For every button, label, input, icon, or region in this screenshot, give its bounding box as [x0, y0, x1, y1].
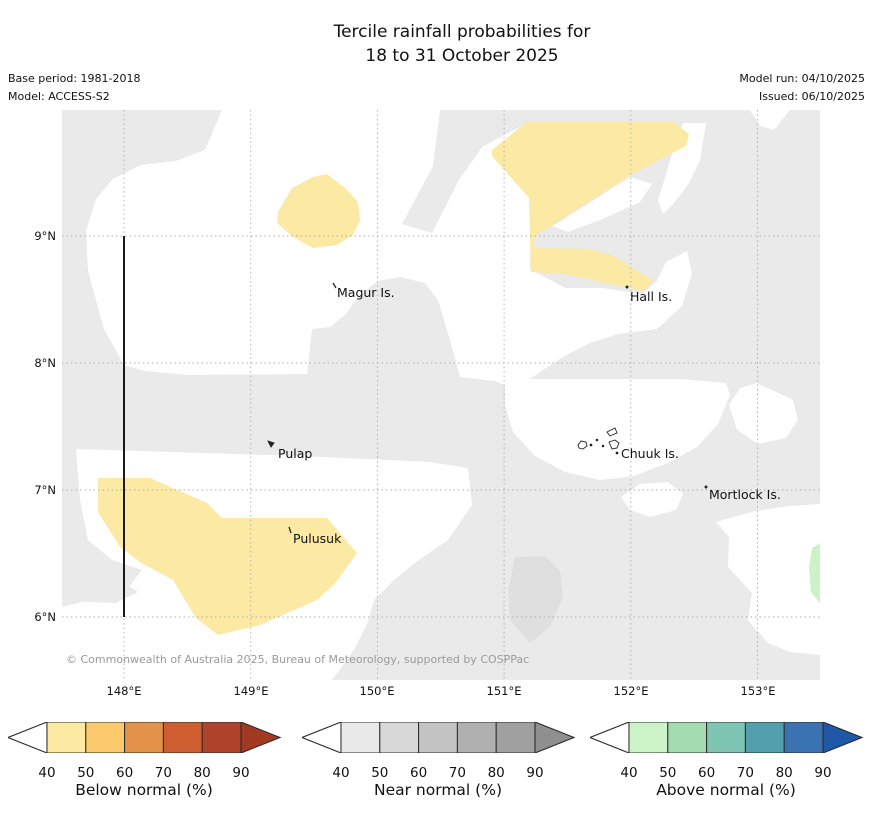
colorbar-segment	[706, 722, 746, 753]
legend-tick: 90	[526, 765, 544, 781]
islet-dot	[601, 444, 605, 448]
legend-tick: 80	[775, 765, 793, 781]
legend-tick: 90	[814, 765, 832, 781]
legend-tick: 70	[448, 765, 466, 781]
legend-tick: 50	[659, 765, 677, 781]
legend-tick: 80	[487, 765, 505, 781]
model-text: Model: ACCESS-S2	[8, 90, 110, 103]
near-normal-50-60-patch	[508, 556, 563, 643]
legend-title-below-normal: Below normal (%)	[75, 781, 213, 799]
below-normal-region-hall	[492, 121, 689, 291]
y-axis-label-8n: 8°N	[34, 356, 56, 370]
x-axis-label-152e: 152°E	[613, 684, 649, 698]
colorbar-segment	[667, 722, 708, 753]
legend-title-above-normal: Above normal (%)	[656, 781, 796, 799]
colorbar-left-arrow	[302, 722, 342, 753]
chuuk-atoll-outline	[577, 440, 588, 450]
y-axis-label-6n: 6°N	[34, 610, 56, 624]
above-normal-colorbar	[590, 722, 864, 753]
chuuk-atoll-outline	[608, 439, 620, 450]
legend-tick: 40	[38, 765, 56, 781]
legend-tick: 60	[116, 765, 134, 781]
island-label-hall: Hall Is.	[630, 289, 673, 304]
island-label-magur: Magur Is.	[337, 285, 395, 300]
copyright-text: © Commonwealth of Australia 2025, Bureau…	[66, 653, 530, 666]
colorbar-segment	[744, 722, 785, 753]
hall-island-mark	[625, 285, 629, 289]
x-axis-label-150e: 150°E	[359, 684, 395, 698]
legend-tick: 70	[736, 765, 754, 781]
legend-near-normal: 40 50 60 70 80 90 Near normal (%)	[302, 714, 584, 816]
model-run-text: Model run: 04/10/2025	[739, 72, 865, 85]
x-axis-label-153e: 153°E	[740, 684, 776, 698]
islet-dot	[589, 443, 593, 447]
page-title-line1: Tercile rainfall probabilities for	[333, 22, 591, 42]
colorbar-segment	[456, 722, 497, 753]
y-axis-label-9n: 9°N	[34, 229, 56, 243]
island-markers	[267, 282, 708, 534]
islet-dot	[595, 438, 599, 442]
mortlock-island-mark	[704, 485, 708, 489]
colorbar-segment	[124, 722, 164, 753]
colorbar-segment	[379, 722, 420, 753]
colorbar-segment	[783, 722, 824, 753]
colorbar-left-arrow	[590, 722, 630, 753]
island-label-pulusuk: Pulusuk	[293, 531, 342, 546]
page-title-line2: 18 to 31 October 2025	[365, 46, 559, 66]
below-normal-regions	[98, 121, 689, 635]
below-normal-colorbar	[8, 722, 282, 753]
legend-tick: 90	[232, 765, 250, 781]
x-axis-label-149e: 149°E	[233, 684, 269, 698]
legend-tick: 80	[193, 765, 211, 781]
pulap-island-mark	[267, 440, 275, 448]
legend-tick: 50	[371, 765, 389, 781]
grey-wedge-bottom-left	[62, 560, 138, 603]
magur-island-mark	[332, 282, 337, 289]
pulusuk-island-mark	[288, 526, 292, 534]
colorbar-segment	[162, 722, 203, 753]
colorbar-right-arrow	[534, 722, 576, 753]
above-normal-sliver	[809, 543, 820, 603]
below-normal-region-pulusuk	[98, 478, 357, 635]
legend-above-normal: 40 50 60 70 80 90 Above normal (%)	[590, 714, 872, 816]
rainfall-probability-map	[62, 110, 820, 680]
legend-tick: 70	[154, 765, 172, 781]
legend-below-normal: 40 50 60 70 80 90 Below normal (%)	[8, 714, 290, 816]
near-normal-colorbar	[302, 722, 576, 753]
legend-tick: 60	[698, 765, 716, 781]
colorbar-segment	[495, 722, 536, 753]
colorbar-segment	[46, 722, 87, 753]
islet-dot	[615, 451, 619, 455]
y-axis-label-7n: 7°N	[34, 483, 56, 497]
island-label-mortlock: Mortlock Is.	[709, 487, 781, 502]
legend-title-near-normal: Near normal (%)	[374, 781, 502, 799]
colorbar-segment	[201, 722, 242, 753]
colorbar-segment	[418, 722, 458, 753]
legend-tick: 50	[77, 765, 95, 781]
colorbar-right-arrow	[240, 722, 282, 753]
legend-tick: 40	[620, 765, 638, 781]
island-label-chuuk: Chuuk Is.	[621, 446, 679, 461]
x-axis-label-148e: 148°E	[106, 684, 142, 698]
colorbar-segment	[628, 722, 669, 753]
legend-tick: 40	[332, 765, 350, 781]
x-axis-label-151e: 151°E	[486, 684, 522, 698]
legend-tick: 60	[410, 765, 428, 781]
colorbar-left-arrow	[8, 722, 48, 753]
issued-text: Issued: 06/10/2025	[758, 90, 865, 103]
colorbar-segment	[85, 722, 126, 753]
below-normal-region-north-of-magur	[277, 174, 360, 248]
colorbar-right-arrow	[822, 722, 864, 753]
island-label-pulap: Pulap	[278, 446, 313, 461]
colorbar-segment	[340, 722, 381, 753]
base-period-text: Base period: 1981-2018	[8, 72, 141, 85]
chuuk-atoll-outline	[606, 427, 618, 437]
